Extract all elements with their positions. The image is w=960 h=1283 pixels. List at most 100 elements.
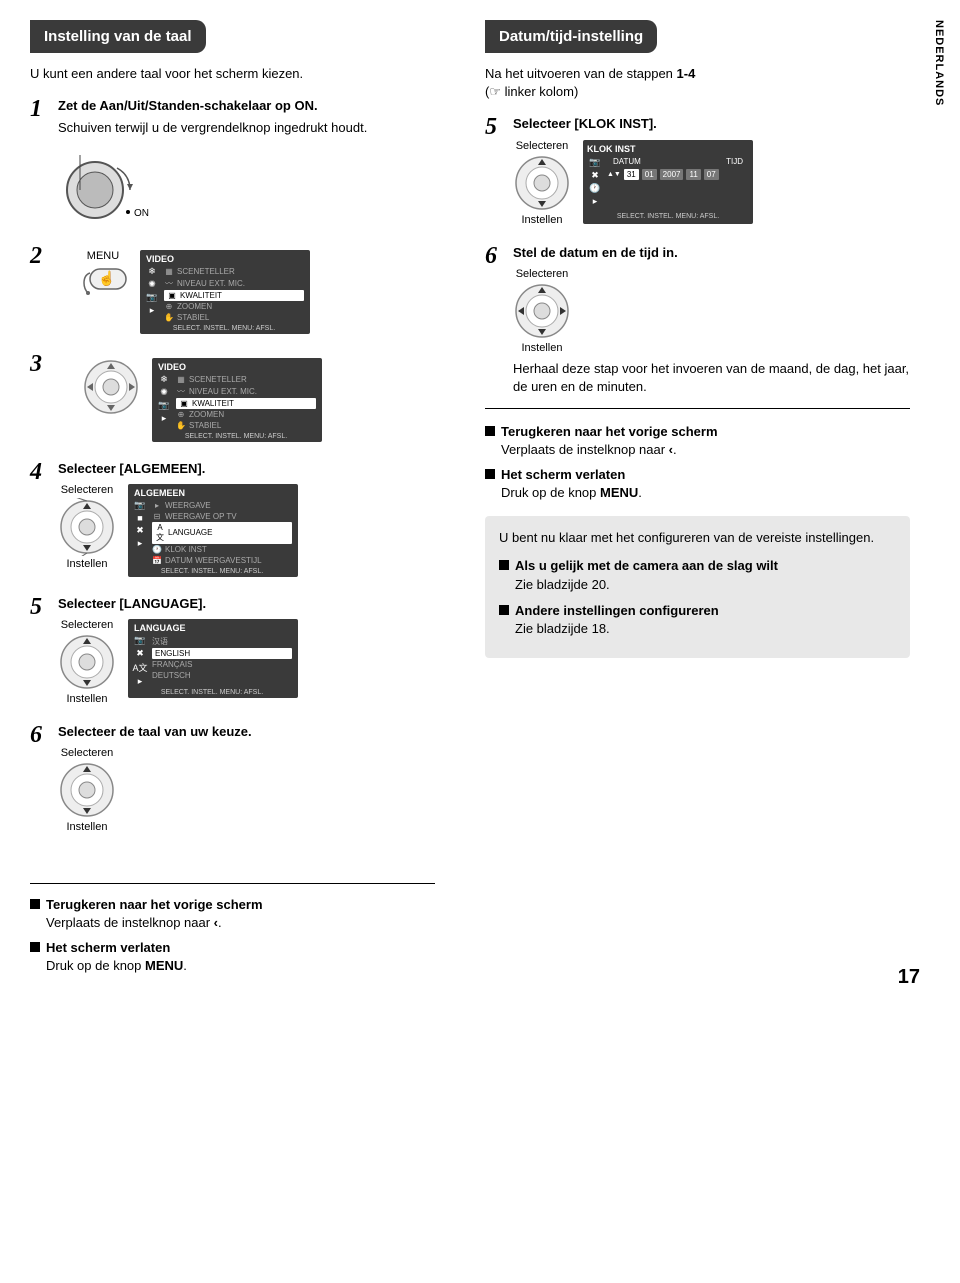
left-step-3: 3 VIDEO	[30, 352, 455, 448]
square-bullet-icon	[499, 605, 509, 615]
r-step6-title: Stel de datum en de tijd in.	[513, 244, 910, 262]
sel-label: Selecteren	[61, 484, 114, 496]
exit-text-b: MENU	[145, 958, 183, 973]
left-header: Instelling van de taal	[30, 20, 206, 53]
step-number: 2	[30, 244, 48, 340]
sel-label: Selecteren	[61, 747, 114, 759]
right-step-6: 6 Stel de datum en de tijd in. Selectere…	[485, 244, 910, 397]
joystick-graphic	[82, 358, 140, 416]
sel-label: Selecteren	[516, 268, 569, 280]
screen-footer: SELECT. INSTEL. MENU: AFSL.	[587, 213, 749, 220]
exit-title: Het scherm verlaten	[501, 467, 625, 482]
screen-video-1: VIDEO ❄✺📷▸ ▦SCENETELLER 〰NIVEAU EXT. MIC…	[140, 250, 310, 334]
step4-title: Selecteer [ALGEMEEN].	[58, 460, 455, 478]
square-bullet-icon	[485, 426, 495, 436]
sel-label: Selecteren	[61, 619, 114, 631]
exit-text-a: Druk op de knop	[46, 958, 145, 973]
return-title: Terugkeren naar het vorige scherm	[501, 424, 718, 439]
screen-language: LANGUAGE 📷✖A文▸ 汉语 ENGLISH FRANÇAIS DEUTS…	[128, 619, 298, 698]
set-label: Instellen	[522, 342, 563, 354]
right-step-5: 5 Selecteer [KLOK INST]. Selecteren Inst	[485, 115, 910, 231]
info-box: U bent nu klaar met het configureren van…	[485, 516, 910, 658]
square-bullet-icon	[30, 899, 40, 909]
return-text: Verplaats de instelknop naar	[46, 915, 214, 930]
screen-footer: SELECT. INSTEL. MENU: AFSL.	[132, 689, 292, 696]
left-arrow-icon	[214, 915, 218, 930]
return-title: Terugkeren naar het vorige scherm	[46, 897, 263, 912]
left-step-5: 5 Selecteer [LANGUAGE]. Selecteren Inste	[30, 595, 455, 711]
divider	[30, 883, 435, 884]
right-intro: Na het uitvoeren van de stappen 1-4 (☞ l…	[485, 65, 910, 101]
step1-text: Schuiven terwijl u de vergrendelknop ing…	[58, 119, 455, 137]
left-step-6: 6 Selecteer de taal van uw keuze. Select…	[30, 723, 455, 839]
screen-title: KLOK INST	[587, 144, 749, 154]
opt1-title: Als u gelijk met de camera aan de slag w…	[515, 558, 778, 573]
menu-label: MENU	[87, 250, 119, 262]
exit-text-c: .	[638, 485, 642, 500]
screen-klok-inst: KLOK INST 📷✖🕐▸ DATUM TIJD ▲▼ 31	[583, 140, 753, 224]
return-text: Verplaats de instelknop naar	[501, 442, 669, 457]
r-step5-title: Selecteer [KLOK INST].	[513, 115, 910, 133]
opt2-text: Zie bladzijde 18.	[515, 621, 610, 636]
right-column: Datum/tijd-instelling Na het uitvoeren v…	[485, 20, 910, 851]
infobox-intro: U bent nu klaar met het configureren van…	[499, 528, 896, 548]
step-number: 1	[30, 97, 48, 137]
right-header: Datum/tijd-instelling	[485, 20, 657, 53]
joystick-with-labels: Selecteren Instellen	[58, 484, 116, 570]
left-step-2: 2 MENU ☝	[30, 244, 455, 340]
language-tab: NEDERLANDS	[933, 20, 945, 106]
left-step-4: 4 Selecteer [ALGEMEEN]. Selecteren	[30, 460, 455, 583]
step-number: 6	[485, 244, 503, 397]
left-arrow-icon	[669, 442, 673, 457]
screen-items: ▦SCENETELLER 〰NIVEAU EXT. MIC. ▣KWALITEI…	[164, 266, 304, 323]
screen-title: VIDEO	[144, 254, 304, 264]
date-cells: ▲▼ 31 01 2007 11 07	[607, 169, 749, 180]
step6-title: Selecteer de taal van uw keuze.	[58, 723, 455, 741]
screen-footer: SELECT. INSTEL. MENU: AFSL.	[144, 325, 304, 332]
screen-video-2: VIDEO ❄✺📷▸ ▦SCENETELLER 〰NIVEAU EXT. MIC…	[152, 358, 322, 442]
on-label: ON	[134, 208, 149, 219]
page-number: 17	[898, 966, 920, 989]
infobox-opt2: Andere instellingen configureren Zie bla…	[499, 602, 896, 638]
exit-text-c: .	[183, 958, 187, 973]
sel-label: Selecteren	[516, 140, 569, 152]
screen-title: VIDEO	[156, 362, 316, 372]
joystick-with-labels: Selecteren Instellen	[513, 140, 571, 226]
exit-item-bottom: Het scherm verlaten Druk op de knop MENU…	[30, 939, 435, 975]
exit-item: Het scherm verlaten Druk op de knop MENU…	[485, 466, 910, 502]
r-step6-text: Herhaal deze stap voor het invoeren van …	[513, 360, 910, 396]
menu-button-graphic: MENU ☝	[78, 250, 128, 297]
step1-title: Zet de Aan/Uit/Standen-schakelaar op ON.	[58, 97, 455, 115]
time-label: TIJD	[726, 157, 743, 166]
screen-footer: SELECT. INSTEL. MENU: AFSL.	[156, 433, 316, 440]
step-number: 5	[30, 595, 48, 711]
step5-title: Selecteer [LANGUAGE].	[58, 595, 455, 613]
screen-footer: SELECT. INSTEL. MENU: AFSL.	[132, 568, 292, 575]
left-intro: U kunt een andere taal voor het scherm k…	[30, 65, 455, 83]
opt2-title: Andere instellingen configureren	[515, 603, 719, 618]
divider	[485, 408, 910, 409]
return-item: Terugkeren naar het vorige scherm Verpla…	[485, 423, 910, 459]
square-bullet-icon	[30, 942, 40, 952]
screen-side-icons: ❄✺📷▸	[144, 266, 160, 323]
joystick-with-labels: Selecteren Instellen	[58, 747, 116, 833]
step-number: 6	[30, 723, 48, 839]
set-label: Instellen	[67, 821, 108, 833]
dial-graphic: ON	[60, 150, 455, 230]
square-bullet-icon	[485, 469, 495, 479]
step-number: 5	[485, 115, 503, 231]
set-label: Instellen	[67, 558, 108, 570]
left-column: Instelling van de taal U kunt een andere…	[30, 20, 455, 851]
left-step-1: 1 Zet de Aan/Uit/Standen-schakelaar op O…	[30, 97, 455, 137]
exit-title: Het scherm verlaten	[46, 940, 170, 955]
svg-text:☝: ☝	[98, 269, 115, 287]
set-label: Instellen	[67, 693, 108, 705]
joystick-with-labels: Selecteren Instellen	[513, 268, 571, 354]
screen-title: ALGEMEEN	[132, 488, 292, 498]
infobox-opt1: Als u gelijk met de camera aan de slag w…	[499, 557, 896, 593]
return-item-bottom: Terugkeren naar het vorige scherm Verpla…	[30, 896, 435, 932]
joystick-with-labels: Selecteren Instellen	[58, 619, 116, 705]
screen-algemeen: ALGEMEEN 📷■✖▸ ▸WEERGAVE ⊟WEERGAVE OP TV …	[128, 484, 298, 577]
step-number: 4	[30, 460, 48, 583]
date-label: DATUM	[613, 157, 641, 166]
